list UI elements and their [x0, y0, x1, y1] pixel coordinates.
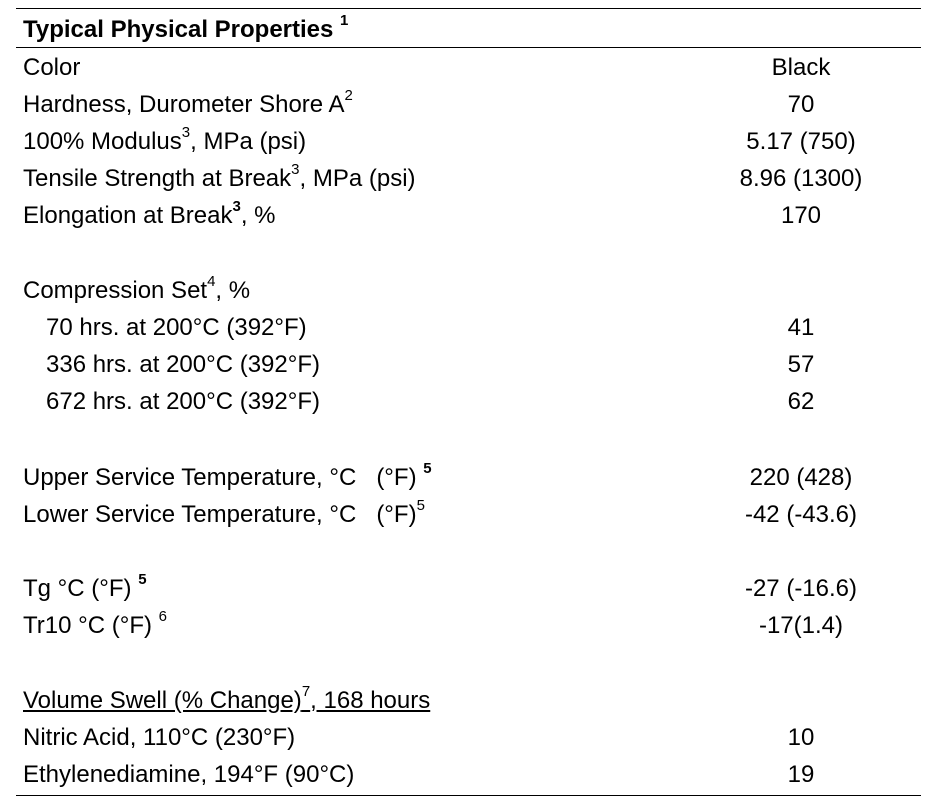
footnote-mark: 3 — [291, 161, 300, 178]
row-value: 220 (428) — [749, 464, 853, 491]
row-label: 672 hrs. at 200°C (392°F) — [46, 388, 320, 415]
row-value: 5.17 (750) — [746, 128, 856, 155]
table-row-cs-336: 336 hrs. at 200°C (392°F) 57 — [16, 347, 921, 384]
footnote-mark: 5 — [138, 571, 147, 588]
row-label-text: 100% Modulus — [23, 128, 182, 155]
table-row-tr10: Tr10 °C (°F) 6 -17(1.4) — [16, 608, 921, 645]
table-row-color: Color Black — [16, 50, 921, 87]
table-row-hardness: Hardness, Durometer Shore A2 70 — [16, 87, 921, 124]
table-row-upper-temp: Upper Service Temperature, °C (°F) 5 220… — [16, 460, 921, 497]
footnote-mark: 6 — [158, 608, 167, 625]
table-row-modulus: 100% Modulus3, MPa (psi) 5.17 (750) — [16, 124, 921, 161]
row-label: Elongation at Break3, % — [23, 199, 276, 230]
table-row-lower-temp: Lower Service Temperature, °C (°F)5 -42 … — [16, 497, 921, 534]
row-label-text: Upper Service Temperature, °C — [23, 464, 357, 491]
footnote-mark: 3 — [232, 198, 241, 215]
row-value: -27 (-16.6) — [744, 575, 858, 602]
row-label: Nitric Acid, 110°C (230°F) — [23, 724, 296, 751]
row-label-text: Tg °C (°F) — [23, 575, 132, 602]
physical-properties-table: Typical Physical Properties 1 Color Blac… — [16, 8, 921, 796]
row-label-text: Elongation at Break — [23, 202, 233, 229]
table-row-elongation: Elongation at Break3, % 170 — [16, 198, 921, 235]
row-label-suffix: , MPa (psi) — [299, 165, 416, 192]
footnote-mark: 5 — [423, 460, 432, 477]
row-value: 170 — [780, 202, 822, 229]
row-label: Hardness, Durometer Shore A2 — [23, 88, 353, 119]
row-label: 100% Modulus3, MPa (psi) — [23, 125, 307, 156]
row-value: 19 — [787, 761, 815, 788]
section-heading-suffix: , % — [215, 277, 251, 304]
table-row-tensile: Tensile Strength at Break3, MPa (psi) 8.… — [16, 161, 921, 198]
row-value: -42 (-43.6) — [744, 501, 858, 528]
row-label: Lower Service Temperature, °C (°F)5 — [23, 498, 425, 529]
table-row-tg: Tg °C (°F) 5 -27 (-16.6) — [16, 571, 921, 608]
table-row-ethylenediamine: Ethylenediamine, 194°F (90°C) 19 — [16, 757, 921, 794]
row-label: Upper Service Temperature, °C (°F) 5 — [23, 461, 432, 492]
row-label-text: Lower Service Temperature, °C — [23, 501, 357, 528]
table-row-cs-70: 70 hrs. at 200°C (392°F) 41 — [16, 310, 921, 347]
table-row-volume-swell: Volume Swell (% Change)7, 168 hours — [16, 683, 921, 720]
row-value: 70 — [787, 91, 815, 118]
table-row-compression-set: Compression Set4, % — [16, 273, 921, 310]
row-label-suffix: , MPa (psi) — [190, 128, 307, 155]
title-footnote: 1 — [340, 12, 349, 29]
row-label: Tg °C (°F) 5 — [23, 572, 147, 603]
row-value: 41 — [787, 314, 815, 341]
row-label-suffix: , % — [240, 202, 276, 229]
row-value: 10 — [787, 724, 815, 751]
row-label: Tensile Strength at Break3, MPa (psi) — [23, 162, 416, 193]
row-label: Tr10 °C (°F) 6 — [23, 609, 167, 640]
table-header: Typical Physical Properties 1 — [16, 9, 921, 48]
section-heading-text: Compression Set — [23, 277, 208, 304]
row-value: 62 — [787, 388, 815, 415]
table-row-cs-672: 672 hrs. at 200°C (392°F) 62 — [16, 384, 921, 421]
footnote-mark: 2 — [344, 87, 353, 104]
row-label-text: Tr10 °C (°F) — [23, 612, 152, 639]
footnote-mark: 4 — [207, 273, 216, 290]
footnote-mark: 7 — [301, 683, 311, 700]
row-value: 57 — [787, 351, 815, 378]
row-label-text: Tensile Strength at Break — [23, 165, 292, 192]
row-value: 8.96 (1300) — [739, 165, 863, 192]
footnote-mark: 3 — [181, 124, 191, 141]
row-label: 336 hrs. at 200°C (392°F) — [46, 351, 320, 378]
row-label-unit: (°F) — [376, 501, 417, 528]
section-heading-text: Volume Swell (% Change) — [23, 687, 302, 714]
table-row-nitric: Nitric Acid, 110°C (230°F) 10 — [16, 720, 921, 757]
row-value: Black — [771, 54, 831, 81]
table-title-text: Typical Physical Properties — [23, 16, 334, 43]
row-label-unit: (°F) — [376, 464, 417, 491]
table-title: Typical Physical Properties 1 — [23, 13, 348, 44]
row-label: 70 hrs. at 200°C (392°F) — [46, 314, 307, 341]
section-heading: Compression Set4, % — [23, 274, 251, 305]
section-heading-suffix: , 168 hours — [310, 687, 431, 714]
section-heading: Volume Swell (% Change)7, 168 hours — [23, 684, 431, 715]
row-label: Color — [23, 54, 81, 81]
footnote-mark: 5 — [416, 497, 425, 514]
row-label: Ethylenediamine, 194°F (90°C) — [23, 761, 355, 788]
row-value: -17(1.4) — [758, 612, 844, 639]
row-label-text: Hardness, Durometer Shore A — [23, 91, 345, 118]
